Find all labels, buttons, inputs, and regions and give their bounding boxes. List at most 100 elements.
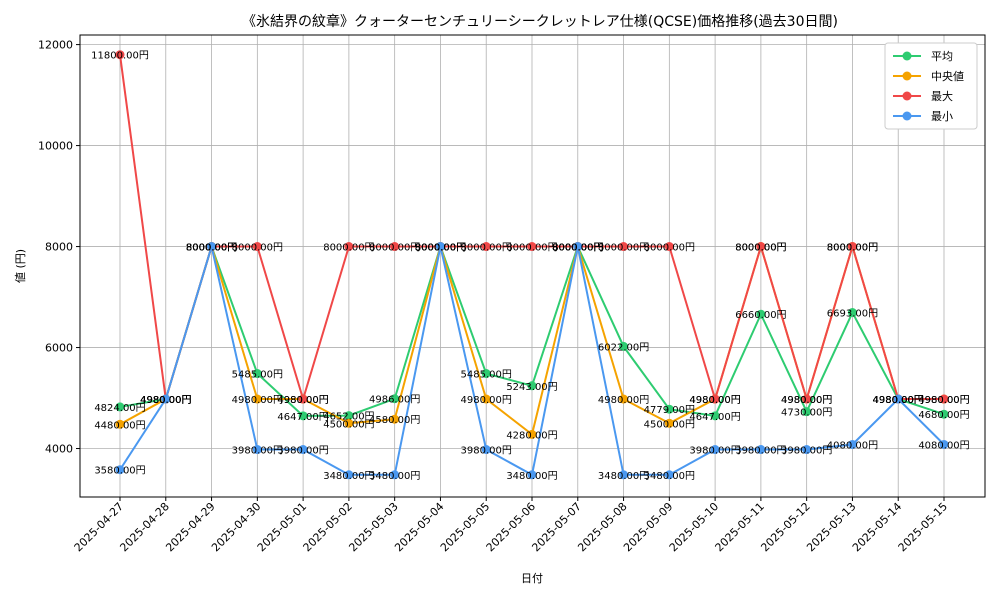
data-point: [252, 242, 262, 252]
data-label: 5243.00円: [506, 382, 557, 393]
data-point: [939, 439, 949, 449]
y-tick-label: 12000: [38, 39, 73, 52]
data-label: 8000.00円: [644, 243, 695, 254]
data-label: 8000.00円: [186, 243, 237, 254]
legend-label: 平均: [931, 50, 953, 63]
data-label: 4980.00円: [689, 395, 740, 406]
data-point: [344, 470, 354, 480]
data-point: [756, 242, 766, 252]
legend-swatch-marker: [902, 51, 912, 61]
data-point: [481, 394, 491, 404]
data-point: [710, 445, 720, 455]
data-point: [115, 402, 125, 412]
data-point: [664, 470, 674, 480]
data-point: [802, 445, 812, 455]
data-label: 4779.00円: [644, 405, 695, 416]
y-tick-label: 8000: [45, 241, 73, 254]
legend-swatch-marker: [902, 111, 912, 121]
data-label: 4980.00円: [232, 395, 283, 406]
y-tick-label: 6000: [45, 342, 73, 355]
data-label: 8000.00円: [415, 243, 466, 254]
data-label: 4280.00円: [506, 430, 557, 441]
data-label: 4080.00円: [918, 440, 969, 451]
data-label: 4980.00円: [277, 395, 328, 406]
data-label: 8000.00円: [323, 243, 374, 254]
data-point: [344, 418, 354, 428]
data-label: 8000.00円: [735, 243, 786, 254]
data-label: 4980.00円: [918, 395, 969, 406]
series-points: [115, 50, 949, 480]
data-label: 3980.00円: [781, 446, 832, 457]
legend-label: 最小: [931, 110, 953, 123]
data-label: 8000.00円: [506, 243, 557, 254]
data-label: 5485.00円: [232, 370, 283, 381]
y-axis-label: 値 (円): [14, 249, 27, 283]
data-point: [481, 369, 491, 379]
data-label: 4980.00円: [873, 395, 924, 406]
data-label: 3480.00円: [323, 471, 374, 482]
data-label: 11800.00円: [91, 51, 149, 62]
data-label: 8000.00円: [232, 243, 283, 254]
data-label: 4980.00円: [140, 395, 191, 406]
data-label: 8000.00円: [415, 243, 466, 254]
data-label: 4980.00円: [461, 395, 512, 406]
data-label: 4980.00円: [873, 395, 924, 406]
data-point: [756, 309, 766, 319]
data-label: 8000.00円: [186, 243, 237, 254]
data-point: [390, 394, 400, 404]
data-label: 4680.00円: [918, 410, 969, 421]
data-point: [527, 429, 537, 439]
chart-title: 《氷結界の紋章》クォーターセンチュリーシークレットレア仕様(QCSE)価格推移(…: [242, 13, 838, 30]
data-label: 8000.00円: [186, 243, 237, 254]
data-point: [847, 308, 857, 318]
data-label: 4980.00円: [873, 395, 924, 406]
data-label: 4980.00円: [873, 395, 924, 406]
data-label: 4980.00円: [140, 395, 191, 406]
data-point: [619, 242, 629, 252]
data-label: 4824.00円: [94, 403, 145, 414]
data-label: 3980.00円: [277, 446, 328, 457]
data-label: 4980.00円: [140, 395, 191, 406]
data-point: [344, 242, 354, 252]
data-point: [344, 411, 354, 421]
data-point: [298, 394, 308, 404]
data-point: [939, 409, 949, 419]
data-label: 8000.00円: [369, 243, 420, 254]
data-label: 3480.00円: [369, 471, 420, 482]
data-point: [527, 381, 537, 391]
data-point: [619, 341, 629, 351]
data-label: 6660.00円: [735, 310, 786, 321]
data-point: [390, 242, 400, 252]
data-label: 6693.00円: [827, 309, 878, 320]
data-point: [252, 369, 262, 379]
data-label: 4980.00円: [277, 395, 328, 406]
data-label: 4080.00円: [827, 440, 878, 451]
data-label: 4500.00円: [644, 419, 695, 430]
data-point: [390, 470, 400, 480]
data-label: 8000.00円: [552, 243, 603, 254]
data-label: 3580.00円: [94, 466, 145, 477]
data-label: 6022.00円: [598, 342, 649, 353]
data-point: [847, 439, 857, 449]
data-label: 8000.00円: [415, 243, 466, 254]
data-label: 4652.00円: [323, 412, 374, 423]
data-label: 5485.00円: [461, 370, 512, 381]
data-point: [664, 404, 674, 414]
data-point: [802, 407, 812, 417]
data-label: 4730.00円: [781, 408, 832, 419]
data-label: 4986.00円: [369, 395, 420, 406]
x-axis-ticks: 2025-04-272025-04-282025-04-292025-04-30…: [72, 497, 950, 554]
data-label: 8000.00円: [552, 243, 603, 254]
data-label: 3480.00円: [598, 471, 649, 482]
data-label: 4647.00円: [277, 412, 328, 423]
data-label: 3980.00円: [232, 446, 283, 457]
data-label: 4480.00円: [94, 420, 145, 431]
data-label: 8000.00円: [827, 243, 878, 254]
data-label: 8000.00円: [415, 243, 466, 254]
data-label: 4500.00円: [323, 419, 374, 430]
data-label: 4980.00円: [781, 395, 832, 406]
data-label: 4980.00円: [781, 395, 832, 406]
data-label: 4980.00円: [598, 395, 649, 406]
data-label: 8000.00円: [827, 243, 878, 254]
